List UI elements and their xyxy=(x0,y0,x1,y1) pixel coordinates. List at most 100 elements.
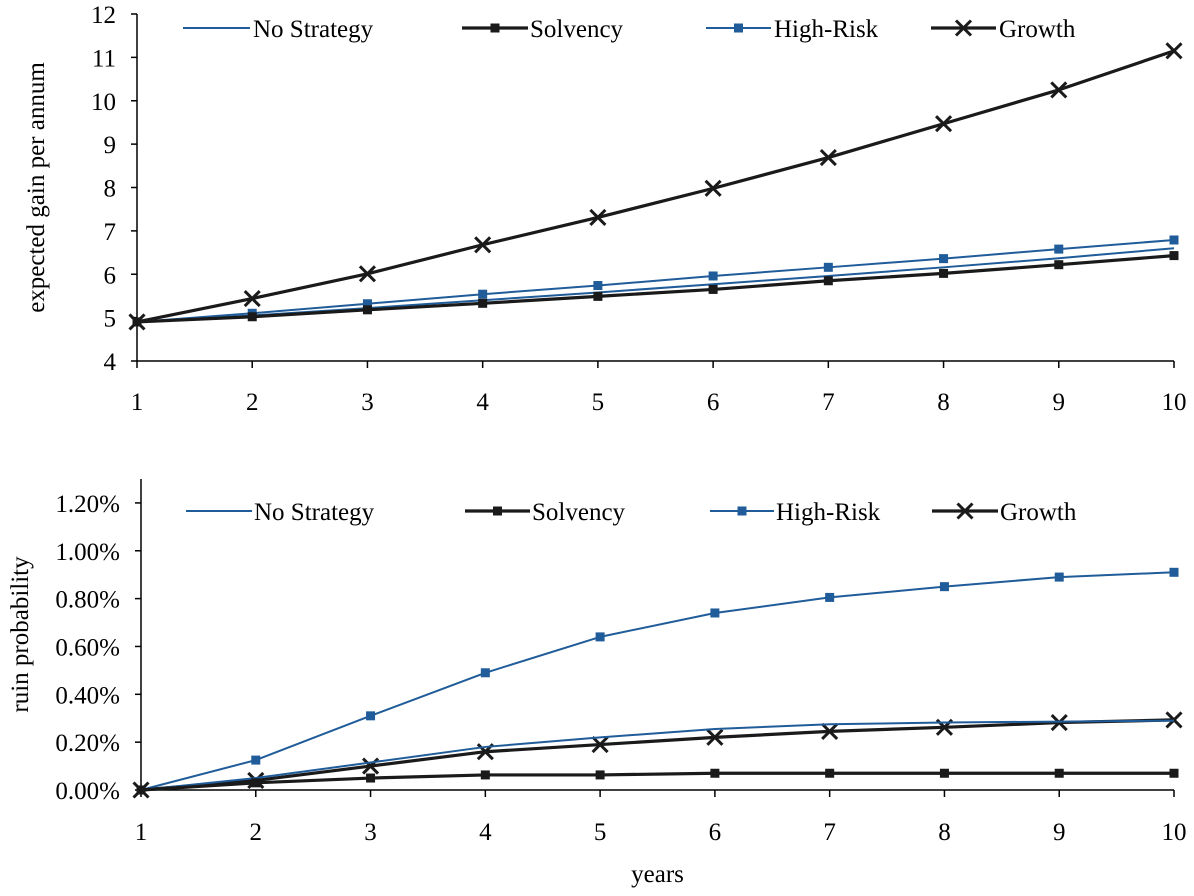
x-tick-label: 6 xyxy=(709,819,722,846)
data-point-growth xyxy=(591,735,609,754)
data-point-high-risk xyxy=(593,281,603,291)
legend-item-high-risk: High-Risk xyxy=(706,16,879,43)
x-tick-label: 6 xyxy=(707,389,720,416)
x-tick-label: 10 xyxy=(1162,819,1187,846)
data-point-solvency xyxy=(593,291,603,301)
x-tick-label: 2 xyxy=(250,819,263,846)
legend-item-solvency: Solvency xyxy=(465,499,626,526)
legend: No Strategy Solvency High-Risk Growth xyxy=(186,499,1077,526)
y-axis-label: ruin probability xyxy=(7,556,34,713)
data-point-solvency xyxy=(939,268,949,278)
data-point-solvency xyxy=(825,768,835,778)
y-tick-label: 0.40% xyxy=(55,682,120,709)
data-point-solvency xyxy=(1169,768,1179,778)
data-point-solvency xyxy=(478,298,488,308)
data-point-growth xyxy=(821,722,839,740)
x-tick-label: 5 xyxy=(594,819,607,846)
data-point-solvency xyxy=(595,770,605,780)
data-point-solvency xyxy=(823,276,833,286)
data-point-high-risk xyxy=(595,632,605,642)
legend-label: No Strategy xyxy=(253,16,374,43)
y-tick-label: 4 xyxy=(104,349,117,376)
legend: No Strategy Solvency High-Risk Growth xyxy=(183,16,1076,43)
data-point-growth xyxy=(474,236,492,254)
legend-swatch-marker xyxy=(493,506,502,516)
x-tick-label: 9 xyxy=(1053,389,1066,416)
legend-item-no-strategy: No Strategy xyxy=(186,499,375,526)
series-no-strategy xyxy=(140,719,1175,791)
x-tick-label: 10 xyxy=(1162,389,1187,416)
data-point-solvency xyxy=(132,317,142,327)
y-axis-label: expected gain per annum xyxy=(23,62,50,313)
y-tick-label: 1.20% xyxy=(55,491,120,518)
legend-item-high-risk: High-Risk xyxy=(710,499,881,526)
y-tick-label: 0.60% xyxy=(55,634,120,661)
series-high-risk xyxy=(136,567,1179,795)
x-tick-label: 3 xyxy=(361,389,374,416)
legend-label: Solvency xyxy=(530,16,624,43)
series-line-growth xyxy=(140,718,1175,792)
x-tick-label: 1 xyxy=(131,389,144,416)
data-point-solvency xyxy=(247,312,257,322)
y-tick-label: 8 xyxy=(104,176,117,203)
x-tick-label: 3 xyxy=(364,819,377,846)
data-point-solvency xyxy=(480,770,490,780)
x-tick-label: 8 xyxy=(937,389,950,416)
legend-label: High-Risk xyxy=(774,16,879,43)
data-point-growth xyxy=(706,728,724,746)
data-point-high-risk xyxy=(1054,244,1064,254)
data-point-high-risk xyxy=(362,299,372,309)
x-tick-label: 9 xyxy=(1053,819,1066,846)
data-point-high-risk xyxy=(939,254,949,264)
series-solvency xyxy=(132,251,1179,327)
data-point-growth xyxy=(1165,711,1183,729)
data-point-high-risk xyxy=(823,262,833,272)
legend-item-growth: Growth xyxy=(931,16,1076,43)
data-point-high-risk xyxy=(251,755,261,765)
data-point-growth xyxy=(358,265,377,283)
data-point-growth xyxy=(589,208,607,226)
data-point-solvency xyxy=(1169,251,1179,261)
data-point-high-risk xyxy=(1169,567,1179,577)
data-point-high-risk xyxy=(710,608,720,618)
legend-label: Solvency xyxy=(532,499,626,526)
data-point-solvency xyxy=(362,305,372,315)
data-point-solvency xyxy=(251,778,261,788)
series-growth xyxy=(132,711,1183,799)
data-point-solvency xyxy=(136,785,146,795)
legend-label: Growth xyxy=(1000,499,1077,526)
series-line-high-risk xyxy=(140,571,1175,791)
y-tick-label: 12 xyxy=(91,2,116,29)
legend-item-growth: Growth xyxy=(932,499,1077,526)
x-tick-label: 4 xyxy=(479,819,492,846)
y-tick-label: 5 xyxy=(104,306,117,333)
data-point-growth xyxy=(819,149,837,167)
data-point-solvency xyxy=(366,773,376,783)
data-point-solvency xyxy=(1054,768,1064,778)
y-tick-label: 10 xyxy=(91,89,116,116)
data-point-high-risk xyxy=(478,289,488,299)
x-tick-label: 2 xyxy=(246,389,259,416)
legend-item-no-strategy: No Strategy xyxy=(183,16,374,43)
y-tick-label: 11 xyxy=(92,45,116,72)
legend-swatch-marker xyxy=(490,23,500,33)
y-tick-label: 6 xyxy=(104,262,117,289)
series-solvency xyxy=(136,768,1179,795)
data-point-growth xyxy=(243,289,261,308)
x-tick-label: 5 xyxy=(592,389,605,416)
legend-swatch-marker xyxy=(737,506,747,516)
series-line-high-risk xyxy=(136,238,1175,323)
x-tick-label: 8 xyxy=(938,819,951,846)
data-point-solvency xyxy=(710,768,720,778)
legend-swatch-marker xyxy=(956,502,974,520)
legend-label: No Strategy xyxy=(254,499,375,526)
legend-item-solvency: Solvency xyxy=(462,16,624,43)
data-point-solvency xyxy=(708,284,718,294)
y-tick-label: 1.00% xyxy=(55,539,120,566)
data-point-high-risk xyxy=(939,582,949,592)
series-growth xyxy=(128,42,1183,331)
data-point-high-risk xyxy=(480,668,490,678)
data-point-high-risk xyxy=(1169,235,1179,245)
legend-swatch-marker xyxy=(734,23,743,33)
x-tick-label: 4 xyxy=(476,389,489,416)
